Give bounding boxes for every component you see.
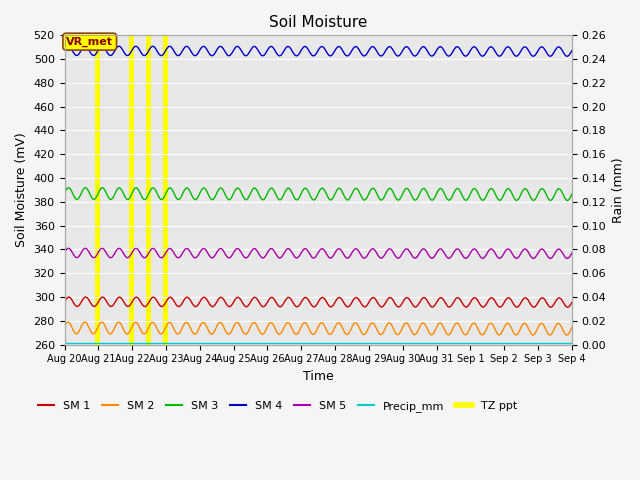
Y-axis label: Rain (mm): Rain (mm) <box>612 157 625 223</box>
Y-axis label: Soil Moisture (mV): Soil Moisture (mV) <box>15 132 28 247</box>
Title: Soil Moisture: Soil Moisture <box>269 15 367 30</box>
Bar <box>129 36 134 345</box>
Legend: SM 1, SM 2, SM 3, SM 4, SM 5, Precip_mm, TZ ppt: SM 1, SM 2, SM 3, SM 4, SM 5, Precip_mm,… <box>33 396 522 416</box>
X-axis label: Time: Time <box>303 370 333 383</box>
Bar <box>163 36 168 345</box>
Bar <box>146 36 151 345</box>
Text: VR_met: VR_met <box>66 36 113 47</box>
Bar <box>95 36 100 345</box>
